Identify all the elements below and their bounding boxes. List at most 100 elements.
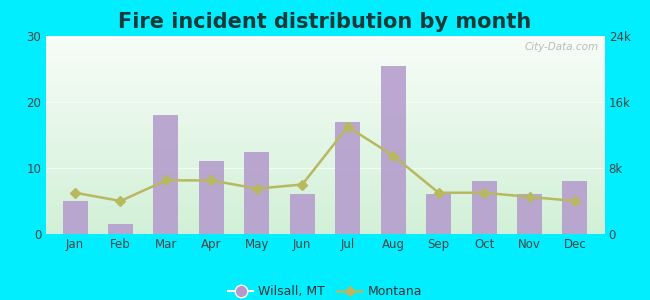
Bar (199, 161, 224, 234)
Bar (46, 157, 605, 158)
Bar (46, 92, 605, 93)
Bar (46, 181, 605, 182)
Bar (46, 126, 605, 127)
Bar (46, 124, 605, 125)
Bar (46, 99, 605, 100)
Bar (46, 197, 605, 198)
Bar (46, 151, 605, 152)
Bar (46, 207, 605, 208)
Bar (46, 102, 605, 103)
Bar (46, 132, 605, 133)
Bar (46, 100, 605, 101)
Bar (46, 53, 605, 54)
Bar (46, 52, 605, 53)
Bar (46, 108, 605, 109)
Bar (46, 89, 605, 91)
Bar (46, 119, 605, 120)
Bar (46, 110, 605, 111)
Bar (46, 38, 605, 39)
Bar (517, 194, 542, 234)
Bar (46, 69, 605, 70)
Bar (46, 139, 605, 140)
Bar (46, 98, 605, 99)
Bar (46, 145, 605, 146)
Bar (46, 123, 605, 124)
Bar (46, 156, 605, 157)
Bar (46, 160, 605, 161)
Bar (46, 128, 605, 129)
Bar (46, 49, 605, 50)
Bar (46, 194, 605, 195)
Bar (46, 121, 605, 122)
Bar (46, 131, 605, 132)
Bar (46, 85, 605, 86)
Bar (46, 172, 605, 174)
Bar (46, 67, 605, 68)
Bar (46, 219, 605, 220)
Bar (46, 91, 605, 92)
Bar (46, 95, 605, 96)
Bar (244, 152, 269, 234)
Title: Fire incident distribution by month: Fire incident distribution by month (118, 12, 532, 32)
Bar (46, 174, 605, 175)
Bar (46, 155, 605, 156)
Bar (46, 159, 605, 160)
Bar (46, 74, 605, 75)
Legend: Wilsall, MT, Montana: Wilsall, MT, Montana (223, 280, 427, 300)
Bar (46, 188, 605, 190)
Bar (46, 44, 605, 45)
Bar (46, 120, 605, 121)
Bar (46, 232, 605, 233)
Bar (46, 213, 605, 214)
Bar (46, 93, 605, 94)
Bar (46, 215, 605, 216)
Bar (46, 224, 605, 225)
Bar (46, 220, 605, 221)
Bar (153, 115, 179, 234)
Bar (46, 63, 605, 64)
Bar (46, 122, 605, 123)
Bar (46, 86, 605, 88)
Bar (46, 200, 605, 201)
Bar (46, 176, 605, 177)
Bar (46, 39, 605, 40)
Bar (46, 217, 605, 218)
Bar (46, 216, 605, 217)
Bar (46, 227, 605, 228)
Bar (46, 138, 605, 139)
Bar (46, 135, 605, 136)
Bar (46, 154, 605, 155)
Bar (46, 187, 605, 188)
Bar (108, 224, 133, 234)
Bar (46, 109, 605, 110)
Bar (46, 147, 605, 148)
Bar (46, 153, 605, 154)
Bar (46, 68, 605, 69)
Bar (46, 46, 605, 47)
Bar (46, 166, 605, 167)
Bar (46, 185, 605, 187)
Bar (46, 177, 605, 178)
Bar (46, 70, 605, 71)
Bar (46, 45, 605, 46)
Bar (46, 178, 605, 179)
Bar (46, 149, 605, 150)
Bar (46, 73, 605, 74)
Bar (46, 37, 605, 38)
Bar (46, 167, 605, 168)
Bar (46, 228, 605, 229)
Bar (46, 83, 605, 85)
Bar (46, 165, 605, 166)
Bar (46, 41, 605, 42)
Bar (46, 209, 605, 210)
Bar (46, 134, 605, 135)
Bar (46, 117, 605, 118)
Bar (335, 122, 360, 234)
Bar (46, 113, 605, 114)
Bar (46, 206, 605, 207)
Bar (471, 181, 497, 234)
Text: City-Data.com: City-Data.com (525, 42, 599, 52)
Bar (46, 195, 605, 196)
Bar (46, 66, 605, 67)
Bar (46, 48, 605, 49)
